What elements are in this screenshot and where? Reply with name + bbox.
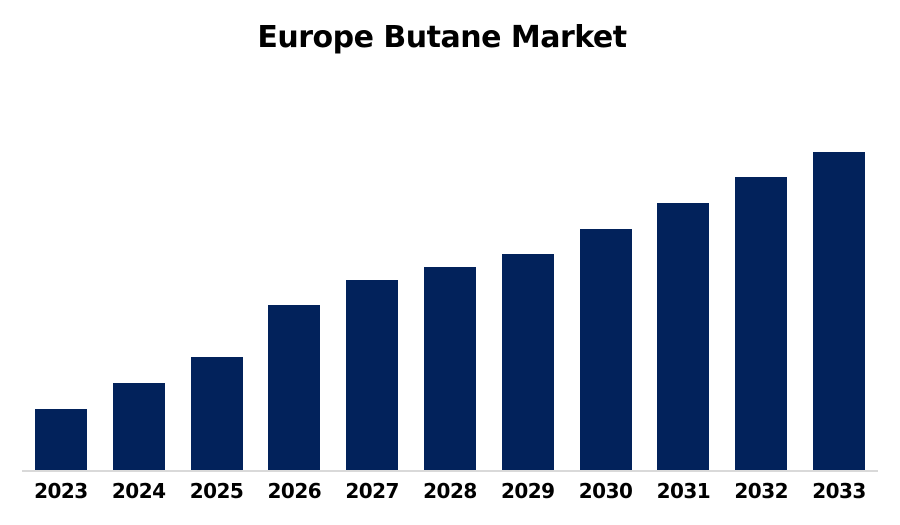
bar-column: [333, 0, 411, 471]
bar-2024: [112, 383, 165, 471]
bar-2032: [735, 177, 788, 471]
bar-2028: [423, 267, 476, 471]
chart-title: Europe Butane Market: [257, 20, 627, 55]
bar-column: [100, 0, 178, 471]
bar-column: [489, 0, 567, 471]
x-tick-label-2031: 2031: [656, 479, 711, 503]
x-tick-label-2028: 2028: [423, 479, 477, 503]
x-tick-label-2025: 2025: [189, 479, 244, 503]
plot-area: [22, 0, 878, 471]
x-tick-label-2026: 2026: [267, 479, 322, 503]
bar-column: [645, 0, 723, 471]
bar-2029: [501, 254, 554, 471]
x-tick-label-2032: 2032: [734, 479, 789, 503]
bar-column: [411, 0, 489, 471]
x-tick-label-2029: 2029: [500, 479, 555, 503]
bar-column: [567, 0, 645, 471]
bar-2031: [657, 203, 710, 471]
bar-column: [722, 0, 800, 471]
bar-column: [255, 0, 333, 471]
bar-column: [800, 0, 878, 471]
x-tick-label-2023: 2023: [34, 479, 88, 503]
bar-2025: [190, 357, 243, 471]
bar-2023: [34, 409, 87, 471]
x-tick-label-2027: 2027: [345, 479, 399, 503]
bar-column: [178, 0, 256, 471]
bar-2027: [346, 280, 399, 471]
bar-2033: [813, 152, 866, 471]
x-axis-labels: 2023 2024 2025 2026 2027 2028 2029 2030 2031 2032…: [22, 479, 878, 503]
x-tick-label-2030: 2030: [578, 479, 633, 503]
x-tick-label-2033: 2033: [812, 479, 866, 503]
bar-2026: [268, 305, 321, 471]
x-tick-label-2024: 2024: [111, 479, 166, 503]
bar-column: [22, 0, 100, 471]
bar-2030: [579, 229, 632, 471]
x-axis-line: [22, 470, 878, 472]
bars-row: [22, 0, 878, 471]
